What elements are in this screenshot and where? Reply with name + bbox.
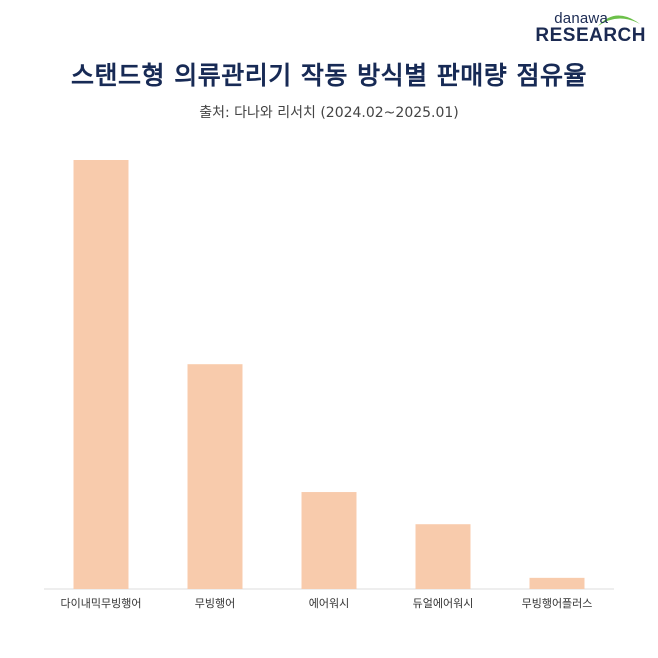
danawa-research-logo: danawa RESEARCH bbox=[516, 8, 646, 48]
chart-subtitle: 출처: 다나와 리서치 (2024.02~2025.01) bbox=[199, 105, 459, 121]
logo-swoosh-icon bbox=[598, 15, 640, 26]
bar-1 bbox=[73, 160, 129, 589]
x-tick-label-4: 듀얼에어워시 bbox=[413, 596, 474, 610]
logo-top-text: danawa bbox=[554, 10, 608, 27]
x-tick-label-1: 다이내믹무빙행어 bbox=[61, 597, 142, 610]
bar-5 bbox=[529, 577, 585, 589]
x-tick-label-3: 에어워시 bbox=[309, 597, 349, 610]
bar-4 bbox=[415, 524, 471, 589]
logo-bottom-text: RESEARCH bbox=[535, 25, 646, 46]
bar-3 bbox=[301, 492, 357, 589]
x-tick-label-5: 무빙행어플러스 bbox=[522, 597, 593, 610]
bar-2 bbox=[187, 364, 243, 589]
x-tick-label-2: 무빙행어 bbox=[195, 597, 235, 610]
chart-title: 스탠드형 의류관리기 작동 방식별 판매량 점유율 bbox=[70, 61, 588, 90]
